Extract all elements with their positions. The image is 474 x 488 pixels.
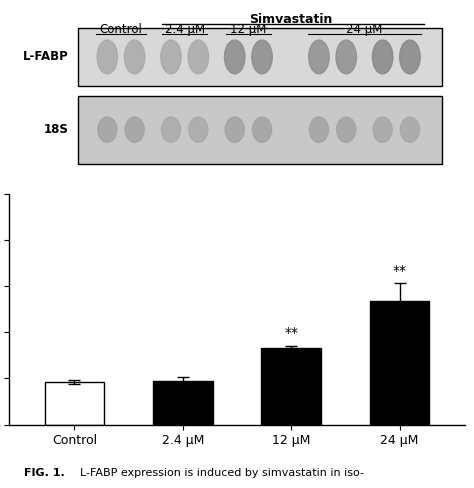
FancyBboxPatch shape [78,96,442,163]
Ellipse shape [400,40,420,74]
Text: 2.4 μM: 2.4 μM [164,23,205,37]
Ellipse shape [373,40,393,74]
Ellipse shape [373,117,392,142]
Bar [153,381,213,425]
Ellipse shape [336,40,356,74]
Text: Control: Control [100,23,142,37]
Bar [261,348,321,425]
FancyBboxPatch shape [78,28,442,86]
Text: **: ** [284,326,298,340]
Ellipse shape [98,117,117,142]
Text: L-FABP: L-FABP [23,50,69,63]
Ellipse shape [225,40,245,74]
Ellipse shape [225,117,244,142]
Text: L-FABP expression is induced by simvastatin in iso-: L-FABP expression is induced by simvasta… [73,468,365,478]
Text: **: ** [392,264,407,278]
Ellipse shape [97,40,118,74]
Bar [45,382,104,425]
Ellipse shape [124,40,145,74]
Ellipse shape [337,117,356,142]
Ellipse shape [189,117,208,142]
Bar [370,301,429,425]
Ellipse shape [252,40,272,74]
Ellipse shape [310,117,328,142]
Ellipse shape [125,117,144,142]
Ellipse shape [188,40,209,74]
Ellipse shape [162,117,181,142]
Text: 18S: 18S [44,123,69,136]
Ellipse shape [161,40,181,74]
Text: 24 μM: 24 μM [346,23,383,37]
Ellipse shape [309,40,329,74]
Text: FIG. 1.: FIG. 1. [24,468,64,478]
Ellipse shape [253,117,272,142]
Ellipse shape [401,117,419,142]
Text: Simvastatin: Simvastatin [249,13,332,26]
Text: 12 μM: 12 μM [230,23,266,37]
